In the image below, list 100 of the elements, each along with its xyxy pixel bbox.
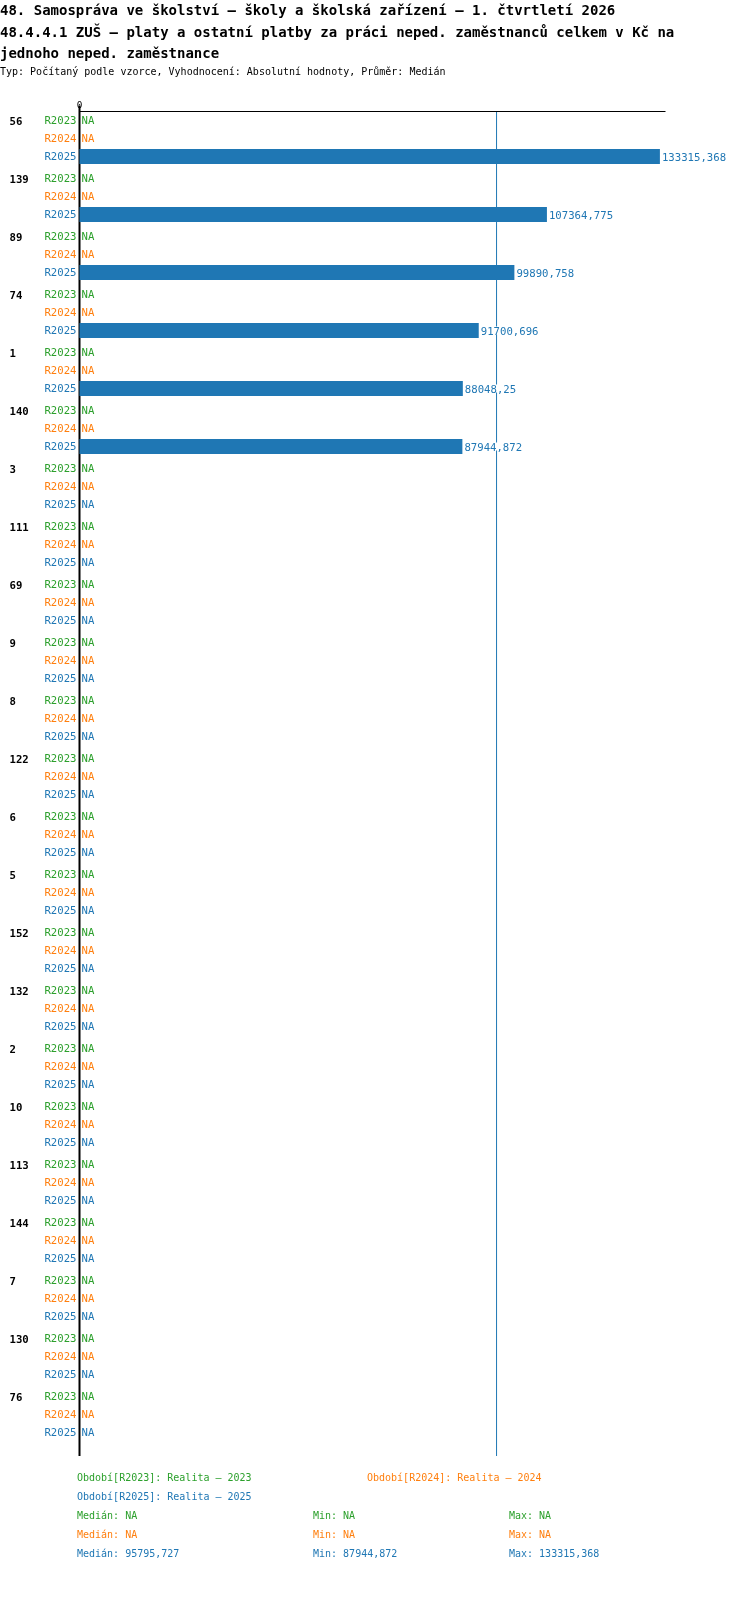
- text: R2023: [44, 1274, 77, 1288]
- text: NA: [81, 828, 95, 842]
- y-tick-label: 76: [9, 1390, 23, 1404]
- text: NA: [81, 1042, 95, 1056]
- text: NA: [81, 1332, 95, 1346]
- text: R2023: [44, 1158, 77, 1172]
- text: R2025: [44, 266, 77, 280]
- text: NA: [81, 498, 95, 512]
- y-tick-label: 144: [9, 1216, 29, 1230]
- y-tick-label: 6: [9, 810, 16, 824]
- text: Max: 133315,368: [509, 1547, 601, 1562]
- text: R2025: [44, 730, 77, 744]
- text: NA: [81, 288, 95, 302]
- text: R2024: [44, 248, 77, 262]
- text: NA: [81, 1310, 95, 1324]
- y-tick-label: 3: [9, 462, 16, 476]
- y-tick-label: 122: [9, 752, 29, 766]
- text: R2023: [44, 1332, 77, 1346]
- y-tick-label: 1: [9, 346, 16, 360]
- text: R2024: [44, 828, 77, 842]
- text: Min: NA: [313, 1528, 357, 1543]
- text: R2025: [44, 1368, 77, 1382]
- text: NA: [81, 846, 95, 860]
- text: NA: [81, 578, 95, 592]
- text: NA: [81, 962, 95, 976]
- text: R2023: [44, 984, 77, 998]
- text: R2025: [44, 846, 77, 860]
- text: Medián: 95795,727: [77, 1547, 181, 1562]
- text: NA: [81, 926, 95, 940]
- text: R2025: [44, 324, 77, 338]
- text: NA: [81, 810, 95, 824]
- text: R2024: [44, 1408, 77, 1422]
- y-tick-label: 132: [9, 984, 29, 998]
- y-tick-label: 56: [9, 114, 23, 128]
- text: R2024: [44, 1002, 77, 1016]
- text: R2024: [44, 364, 77, 378]
- text: R2025: [44, 556, 77, 570]
- text: Max: NA: [509, 1528, 553, 1543]
- text: NA: [81, 1002, 95, 1016]
- text: R2023: [44, 520, 77, 534]
- text: NA: [81, 1390, 95, 1404]
- text: R2025: [44, 1194, 77, 1208]
- text: R2023: [44, 230, 77, 244]
- text: R2023: [44, 288, 77, 302]
- text: NA: [81, 886, 95, 900]
- text: NA: [81, 190, 95, 204]
- text: R2023: [44, 578, 77, 592]
- text: R2025: [44, 498, 77, 512]
- text: R2025: [44, 440, 77, 454]
- text: NA: [81, 1426, 95, 1440]
- text: NA: [81, 1216, 95, 1230]
- text: NA: [81, 422, 95, 436]
- text: R2024: [44, 190, 77, 204]
- text: NA: [81, 556, 95, 570]
- text: NA: [81, 1060, 95, 1074]
- text: NA: [81, 364, 95, 378]
- data-label: 87944,872: [464, 440, 523, 454]
- text: Období[R2023]: Realita – 2023: [77, 1471, 253, 1486]
- text: NA: [81, 1408, 95, 1422]
- y-tick-label: 69: [9, 578, 23, 592]
- text: NA: [81, 1176, 95, 1190]
- text: NA: [81, 172, 95, 186]
- text: R2023: [44, 868, 77, 882]
- data-label: 88048,25: [464, 382, 517, 396]
- text: NA: [81, 1350, 95, 1364]
- text: NA: [81, 694, 95, 708]
- text: NA: [81, 346, 95, 360]
- text: R2024: [44, 538, 77, 552]
- text: NA: [81, 1136, 95, 1150]
- text: R2024: [44, 1292, 77, 1306]
- y-tick-label: 89: [9, 230, 23, 244]
- text: NA: [81, 654, 95, 668]
- y-tick-label: 139: [9, 172, 29, 186]
- text: R2024: [44, 1350, 77, 1364]
- y-tick-label: 113: [9, 1158, 29, 1172]
- data-label: 133315,368: [661, 150, 727, 164]
- text: NA: [81, 1078, 95, 1092]
- text: Min: 87944,872: [313, 1547, 399, 1562]
- y-tick-label: 140: [9, 404, 29, 418]
- text: R2024: [44, 654, 77, 668]
- y-tick-label: 10: [9, 1100, 23, 1114]
- y-tick-label: 2: [9, 1042, 16, 1056]
- text: NA: [81, 596, 95, 610]
- legend-label: R2023: [44, 114, 77, 128]
- text: R2024: [44, 886, 77, 900]
- text: NA: [81, 1118, 95, 1132]
- text: R2023: [44, 172, 77, 186]
- text: NA: [81, 520, 95, 534]
- text: R2024: [44, 1118, 77, 1132]
- text: R2025: [44, 962, 77, 976]
- text: NA: [81, 1292, 95, 1306]
- text: NA: [81, 788, 95, 802]
- text: Medián: NA: [77, 1528, 139, 1543]
- text: NA: [81, 538, 95, 552]
- text: NA: [81, 404, 95, 418]
- text: R2023: [44, 694, 77, 708]
- text: NA: [81, 1368, 95, 1382]
- text: R2025: [44, 1078, 77, 1092]
- text: R2023: [44, 810, 77, 824]
- text: NA: [81, 712, 95, 726]
